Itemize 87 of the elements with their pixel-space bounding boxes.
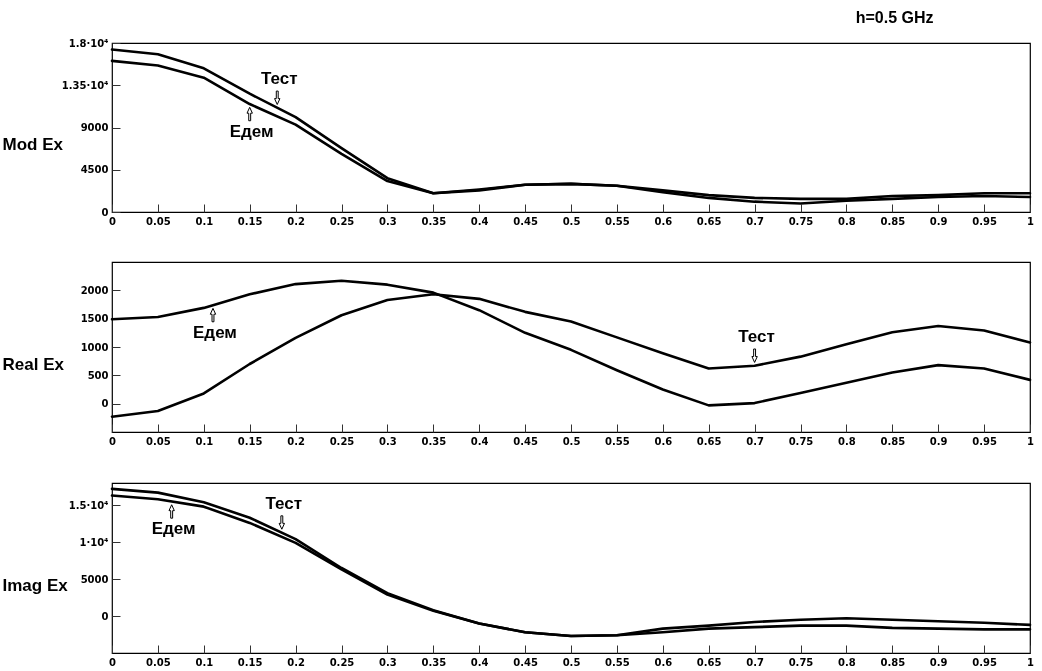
x-tick-label: 0.05 (146, 656, 171, 668)
x-tick-label: 0.45 (513, 656, 538, 668)
x-tick-label: 0.1 (195, 435, 214, 447)
y-tick-label: 1·10⁴ (79, 536, 109, 548)
x-tick-label: 0.75 (788, 435, 814, 447)
x-tick-label: 0.3 (379, 435, 397, 447)
x-tick-label: 0.95 (972, 215, 997, 227)
x-tick-label: 1 (1027, 215, 1035, 227)
x-tick-label: 0.4 (470, 215, 489, 227)
x-tick-label: 0.7 (746, 215, 764, 227)
y-tick-label: 1.5·10⁴ (68, 499, 109, 511)
x-tick-label: 0.65 (696, 435, 722, 447)
x-tick-label: 0.15 (237, 215, 263, 227)
x-tick-label: 0.9 (929, 215, 948, 227)
x-tick-label: 0.4 (470, 656, 489, 668)
y-tick-label: 0 (101, 610, 109, 622)
annotation: Едем (151, 519, 196, 539)
y-tick-label: 0 (101, 206, 109, 218)
x-tick-label: 0.25 (329, 435, 355, 447)
x-tick-label: 0.1 (195, 656, 214, 668)
x-tick-label: 0.65 (696, 215, 722, 227)
x-tick-label: 0.75 (788, 656, 814, 668)
x-tick-label: 1 (1027, 656, 1035, 668)
x-tick-label: 0.45 (513, 215, 538, 227)
x-tick-label: 0 (109, 215, 117, 227)
x-tick-label: 0.95 (972, 656, 997, 668)
x-tick-label: 0.9 (929, 435, 948, 447)
chart-title: h=0.5 GHz (855, 9, 934, 26)
x-tick-label: 0.85 (880, 435, 906, 447)
x-tick-label: 0.4 (470, 435, 489, 447)
x-tick-label: 0.3 (379, 656, 397, 668)
annotation: Едем (229, 122, 274, 142)
x-tick-label: 0.15 (237, 435, 263, 447)
y-tick-label: 1.8·10⁴ (68, 37, 109, 49)
x-tick-label: 0.35 (421, 435, 447, 447)
y-tick-label: 2000 (80, 284, 109, 296)
x-tick-label: 0.3 (379, 215, 397, 227)
annotation: Едем (193, 323, 237, 343)
y-axis-title: Imag Ex (2, 575, 69, 595)
y-axis-title: Mod Ex (2, 134, 64, 154)
y-axis-title: Real Ex (2, 354, 65, 374)
x-tick-label: 0.2 (287, 215, 305, 227)
annotation: Тест (265, 493, 303, 513)
x-tick-label: 0.6 (654, 435, 673, 447)
x-tick-label: 0.05 (146, 215, 171, 227)
x-tick-label: 0.55 (605, 656, 630, 668)
x-tick-label: 0.05 (146, 435, 171, 447)
y-tick-label: 1.35·10⁴ (61, 79, 109, 91)
x-tick-label: 0.5 (562, 435, 581, 447)
x-tick-label: 0.15 (237, 656, 263, 668)
x-tick-label: 0.35 (421, 656, 447, 668)
y-tick-label: 4500 (80, 164, 109, 176)
x-tick-label: 0.35 (421, 215, 447, 227)
x-tick-label: 0 (109, 656, 117, 668)
x-tick-label: 0.6 (654, 215, 673, 227)
x-tick-label: 0.45 (513, 435, 538, 447)
x-tick-label: 0.7 (746, 656, 764, 668)
x-tick-label: 0.85 (880, 215, 906, 227)
y-tick-label: 9000 (80, 122, 109, 133)
x-tick-label: 0.95 (972, 435, 997, 447)
annotation: Тест (738, 326, 775, 346)
y-tick-label: 500 (87, 369, 109, 381)
x-tick-label: 0.25 (329, 656, 355, 668)
x-tick-label: 0 (109, 435, 117, 447)
x-tick-label: 0.5 (562, 215, 581, 227)
y-tick-label: 5000 (80, 573, 109, 585)
x-tick-label: 0.55 (605, 215, 630, 227)
x-tick-label: 0.8 (838, 656, 856, 668)
y-tick-label: 1500 (80, 313, 109, 325)
y-tick-label: 1000 (80, 341, 109, 353)
y-tick-label: 0 (101, 398, 109, 410)
x-tick-label: 0.75 (788, 215, 814, 227)
x-tick-label: 0.6 (654, 656, 673, 668)
x-tick-label: 0.85 (880, 656, 906, 668)
x-tick-label: 0.65 (696, 656, 722, 668)
x-tick-label: 0.5 (562, 656, 581, 668)
annotation: Тест (260, 68, 298, 88)
x-tick-label: 0.2 (287, 435, 305, 447)
x-tick-label: 0.55 (605, 435, 630, 447)
x-tick-label: 0.8 (838, 435, 856, 447)
x-tick-label: 1 (1027, 435, 1035, 447)
x-tick-label: 0.25 (329, 215, 355, 227)
x-tick-label: 0.1 (195, 215, 214, 227)
x-tick-label: 0.7 (746, 435, 764, 447)
x-tick-label: 0.9 (929, 656, 948, 668)
x-tick-label: 0.8 (838, 215, 856, 227)
x-tick-label: 0.2 (287, 656, 305, 668)
